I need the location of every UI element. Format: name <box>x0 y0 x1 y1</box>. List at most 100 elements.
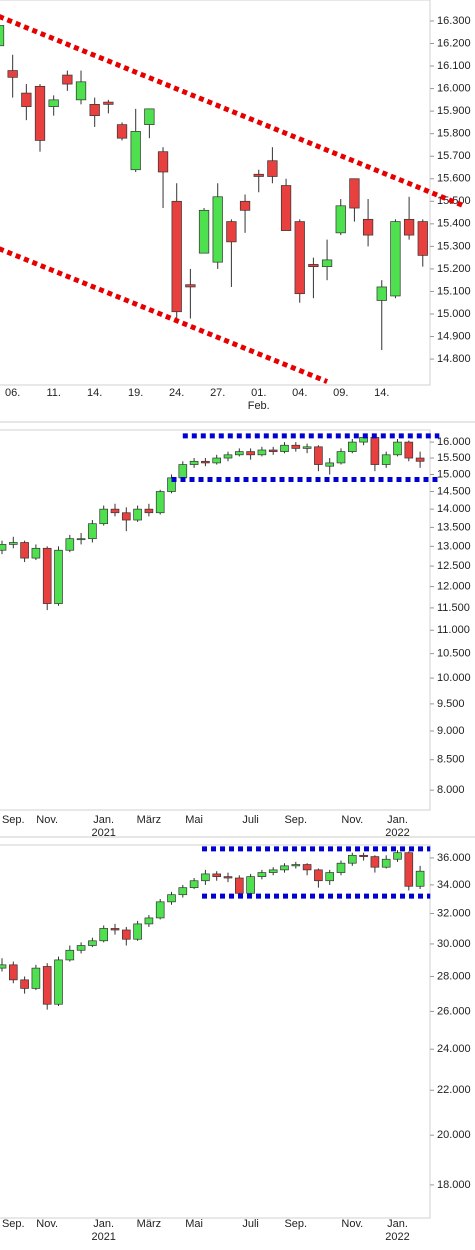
x-sublabel: 2022 <box>385 827 409 839</box>
x-tick-label: 04. <box>292 387 307 399</box>
candle-body <box>167 894 176 903</box>
candle-body <box>185 284 196 288</box>
candle-body <box>31 547 41 559</box>
x-tick-label: Mai <box>185 814 203 826</box>
candle-body <box>393 441 402 456</box>
y-tick-label: 9.000 <box>437 725 465 737</box>
candle-body <box>370 856 380 868</box>
trend-line <box>0 246 329 384</box>
y-tick-label: 30.000 <box>437 938 471 950</box>
candle-body <box>325 462 335 467</box>
y-tick-label: 15.400 <box>437 218 471 230</box>
y-tick-label: 11.000 <box>437 624 470 636</box>
candle-body <box>381 454 391 465</box>
x-sublabel: 2021 <box>91 1231 115 1243</box>
x-tick-label: 14. <box>87 387 102 399</box>
y-tick-label: 8.000 <box>437 784 465 796</box>
candle-body <box>171 200 182 313</box>
candle-body <box>103 101 114 105</box>
candle-body <box>121 512 131 521</box>
candle-body <box>370 437 380 465</box>
y-tick-label: 15.800 <box>437 128 471 140</box>
y-tick-label: 28.000 <box>437 970 471 982</box>
candle-body <box>376 286 387 301</box>
candle-body <box>201 460 210 464</box>
candle-body <box>212 196 223 263</box>
y-tick-label: 24.000 <box>437 1043 471 1055</box>
candle-body <box>121 929 131 940</box>
candle-body <box>381 858 391 868</box>
y-tick-label: 16.000 <box>437 82 471 94</box>
x-tick-label: Nov. <box>36 814 58 826</box>
candle-body <box>189 460 199 465</box>
x-tick-label: März <box>137 814 161 826</box>
y-tick-label: 8.500 <box>437 754 465 766</box>
x-sublabel: Feb. <box>248 400 270 412</box>
candle-body <box>110 928 120 931</box>
candle-body <box>54 549 63 604</box>
x-tick-label: Juli <box>242 1218 259 1230</box>
candle-body <box>65 949 75 961</box>
trend-line <box>0 14 465 209</box>
candle-body <box>48 99 59 107</box>
candle-body <box>321 259 333 268</box>
y-tick-label: 16.000 <box>437 436 471 448</box>
x-tick-label: Jan. <box>387 1218 408 1230</box>
candle-body <box>88 523 97 540</box>
y-tick-label: 22.000 <box>437 1084 471 1096</box>
candle-body <box>42 547 52 604</box>
candle-body <box>257 872 267 877</box>
y-tick-label: 20.000 <box>437 1129 471 1141</box>
x-tick-label: Jan. <box>93 814 114 826</box>
candle-body <box>62 74 73 85</box>
candle-body <box>130 131 141 171</box>
y-tick-label: 15.900 <box>437 105 471 117</box>
x-tick-label: Sep. <box>284 1218 307 1230</box>
x-tick-label: Juli <box>242 814 259 826</box>
candle-body <box>212 457 222 464</box>
x-tick-label: Sep. <box>2 814 25 826</box>
candle-body <box>246 876 255 894</box>
candle-body <box>403 218 415 236</box>
candle-body <box>308 264 319 268</box>
candle-body <box>198 209 210 254</box>
x-tick-label: März <box>137 1218 161 1230</box>
y-tick-label: 12.000 <box>437 580 471 592</box>
candle-body <box>76 945 86 951</box>
candle-body <box>280 185 292 231</box>
y-tick-label: 18.000 <box>437 1179 471 1191</box>
candle-body <box>201 873 210 882</box>
y-tick-label: 32.000 <box>437 907 471 919</box>
candle-body <box>178 887 188 896</box>
candle-body <box>314 446 323 465</box>
x-tick-label: 01. <box>251 387 266 399</box>
candle-body <box>246 451 255 456</box>
x-tick-label: Jan. <box>387 814 408 826</box>
candle-body <box>144 917 154 925</box>
x-tick-label: Sep. <box>2 1218 25 1230</box>
candle-body <box>99 508 109 525</box>
candle-body <box>31 967 41 989</box>
x-tick-label: Nov. <box>341 1218 363 1230</box>
candle-body <box>0 964 7 969</box>
x-sublabel: 2021 <box>91 827 115 839</box>
y-tick-label: 26.000 <box>437 1005 471 1017</box>
candle-body <box>21 92 32 107</box>
candle-body <box>226 221 237 243</box>
candle-body <box>257 449 267 456</box>
candle-body <box>347 441 357 452</box>
x-tick-label: 06. <box>5 387 20 399</box>
x-tick-label: 11. <box>46 387 60 399</box>
candle-body <box>133 508 142 521</box>
y-tick-label: 15.300 <box>437 240 471 252</box>
candle-body <box>336 862 346 873</box>
candle-body <box>42 966 52 1005</box>
y-tick-label: 14.800 <box>437 353 471 365</box>
candle-body <box>212 873 222 877</box>
y-tick-label: 16.100 <box>437 60 471 72</box>
candle-body <box>88 940 97 946</box>
x-tick-label: Sep. <box>284 814 307 826</box>
x-sublabel: 2022 <box>385 1231 409 1243</box>
candle-body <box>133 923 142 940</box>
